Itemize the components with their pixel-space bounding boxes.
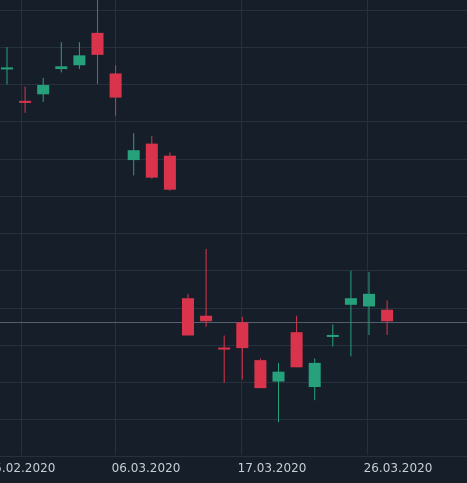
candle-body [254, 360, 267, 389]
candle-body [1, 67, 13, 70]
candle [55, 42, 68, 73]
candle-body [37, 84, 50, 95]
x-tick-label: 17.03.2020 [238, 461, 307, 475]
candle-body [109, 73, 122, 98]
grid [0, 0, 467, 457]
candle-body [127, 150, 140, 161]
candle-body [326, 334, 339, 337]
candle [1, 47, 13, 85]
candle [326, 324, 339, 347]
candle-body [91, 32, 104, 55]
candle-body [290, 332, 303, 368]
x-tick-label: 26.03.2020 [364, 461, 433, 475]
candle-body [55, 66, 68, 70]
candle [344, 270, 357, 357]
candle [19, 86, 32, 113]
x-tick-label: 25.02.2020 [0, 461, 55, 475]
candle [91, 0, 104, 84]
x-tick-label: 06.03.2020 [112, 461, 181, 475]
candle [182, 293, 194, 336]
candle-body [200, 315, 213, 322]
candle-body [145, 143, 158, 178]
candle-body [363, 293, 375, 307]
candle-body [344, 298, 357, 305]
candle [381, 300, 394, 335]
candle [200, 248, 213, 327]
candle [127, 133, 140, 176]
candle [363, 271, 375, 335]
candle-body [163, 155, 176, 190]
candle [37, 77, 50, 102]
candle [254, 358, 267, 389]
candle-body [381, 309, 394, 322]
x-axis-ticks: 25.02.2020 06.03.2020 17.03.2020 26.03.2020 [0, 461, 432, 475]
candle [218, 335, 231, 383]
candle [236, 316, 249, 380]
candle [272, 362, 285, 423]
candle-body [19, 100, 32, 103]
candle-body [272, 371, 285, 382]
candle [109, 65, 122, 116]
candle-body [182, 298, 194, 336]
candle [308, 358, 321, 401]
candle [145, 135, 158, 179]
candle [73, 42, 86, 70]
candle [163, 152, 176, 191]
candle-body [73, 55, 86, 66]
candle [290, 315, 303, 368]
candle-body [218, 347, 231, 350]
candle-body [236, 322, 249, 349]
candles [1, 0, 394, 423]
candle-body [308, 362, 321, 388]
